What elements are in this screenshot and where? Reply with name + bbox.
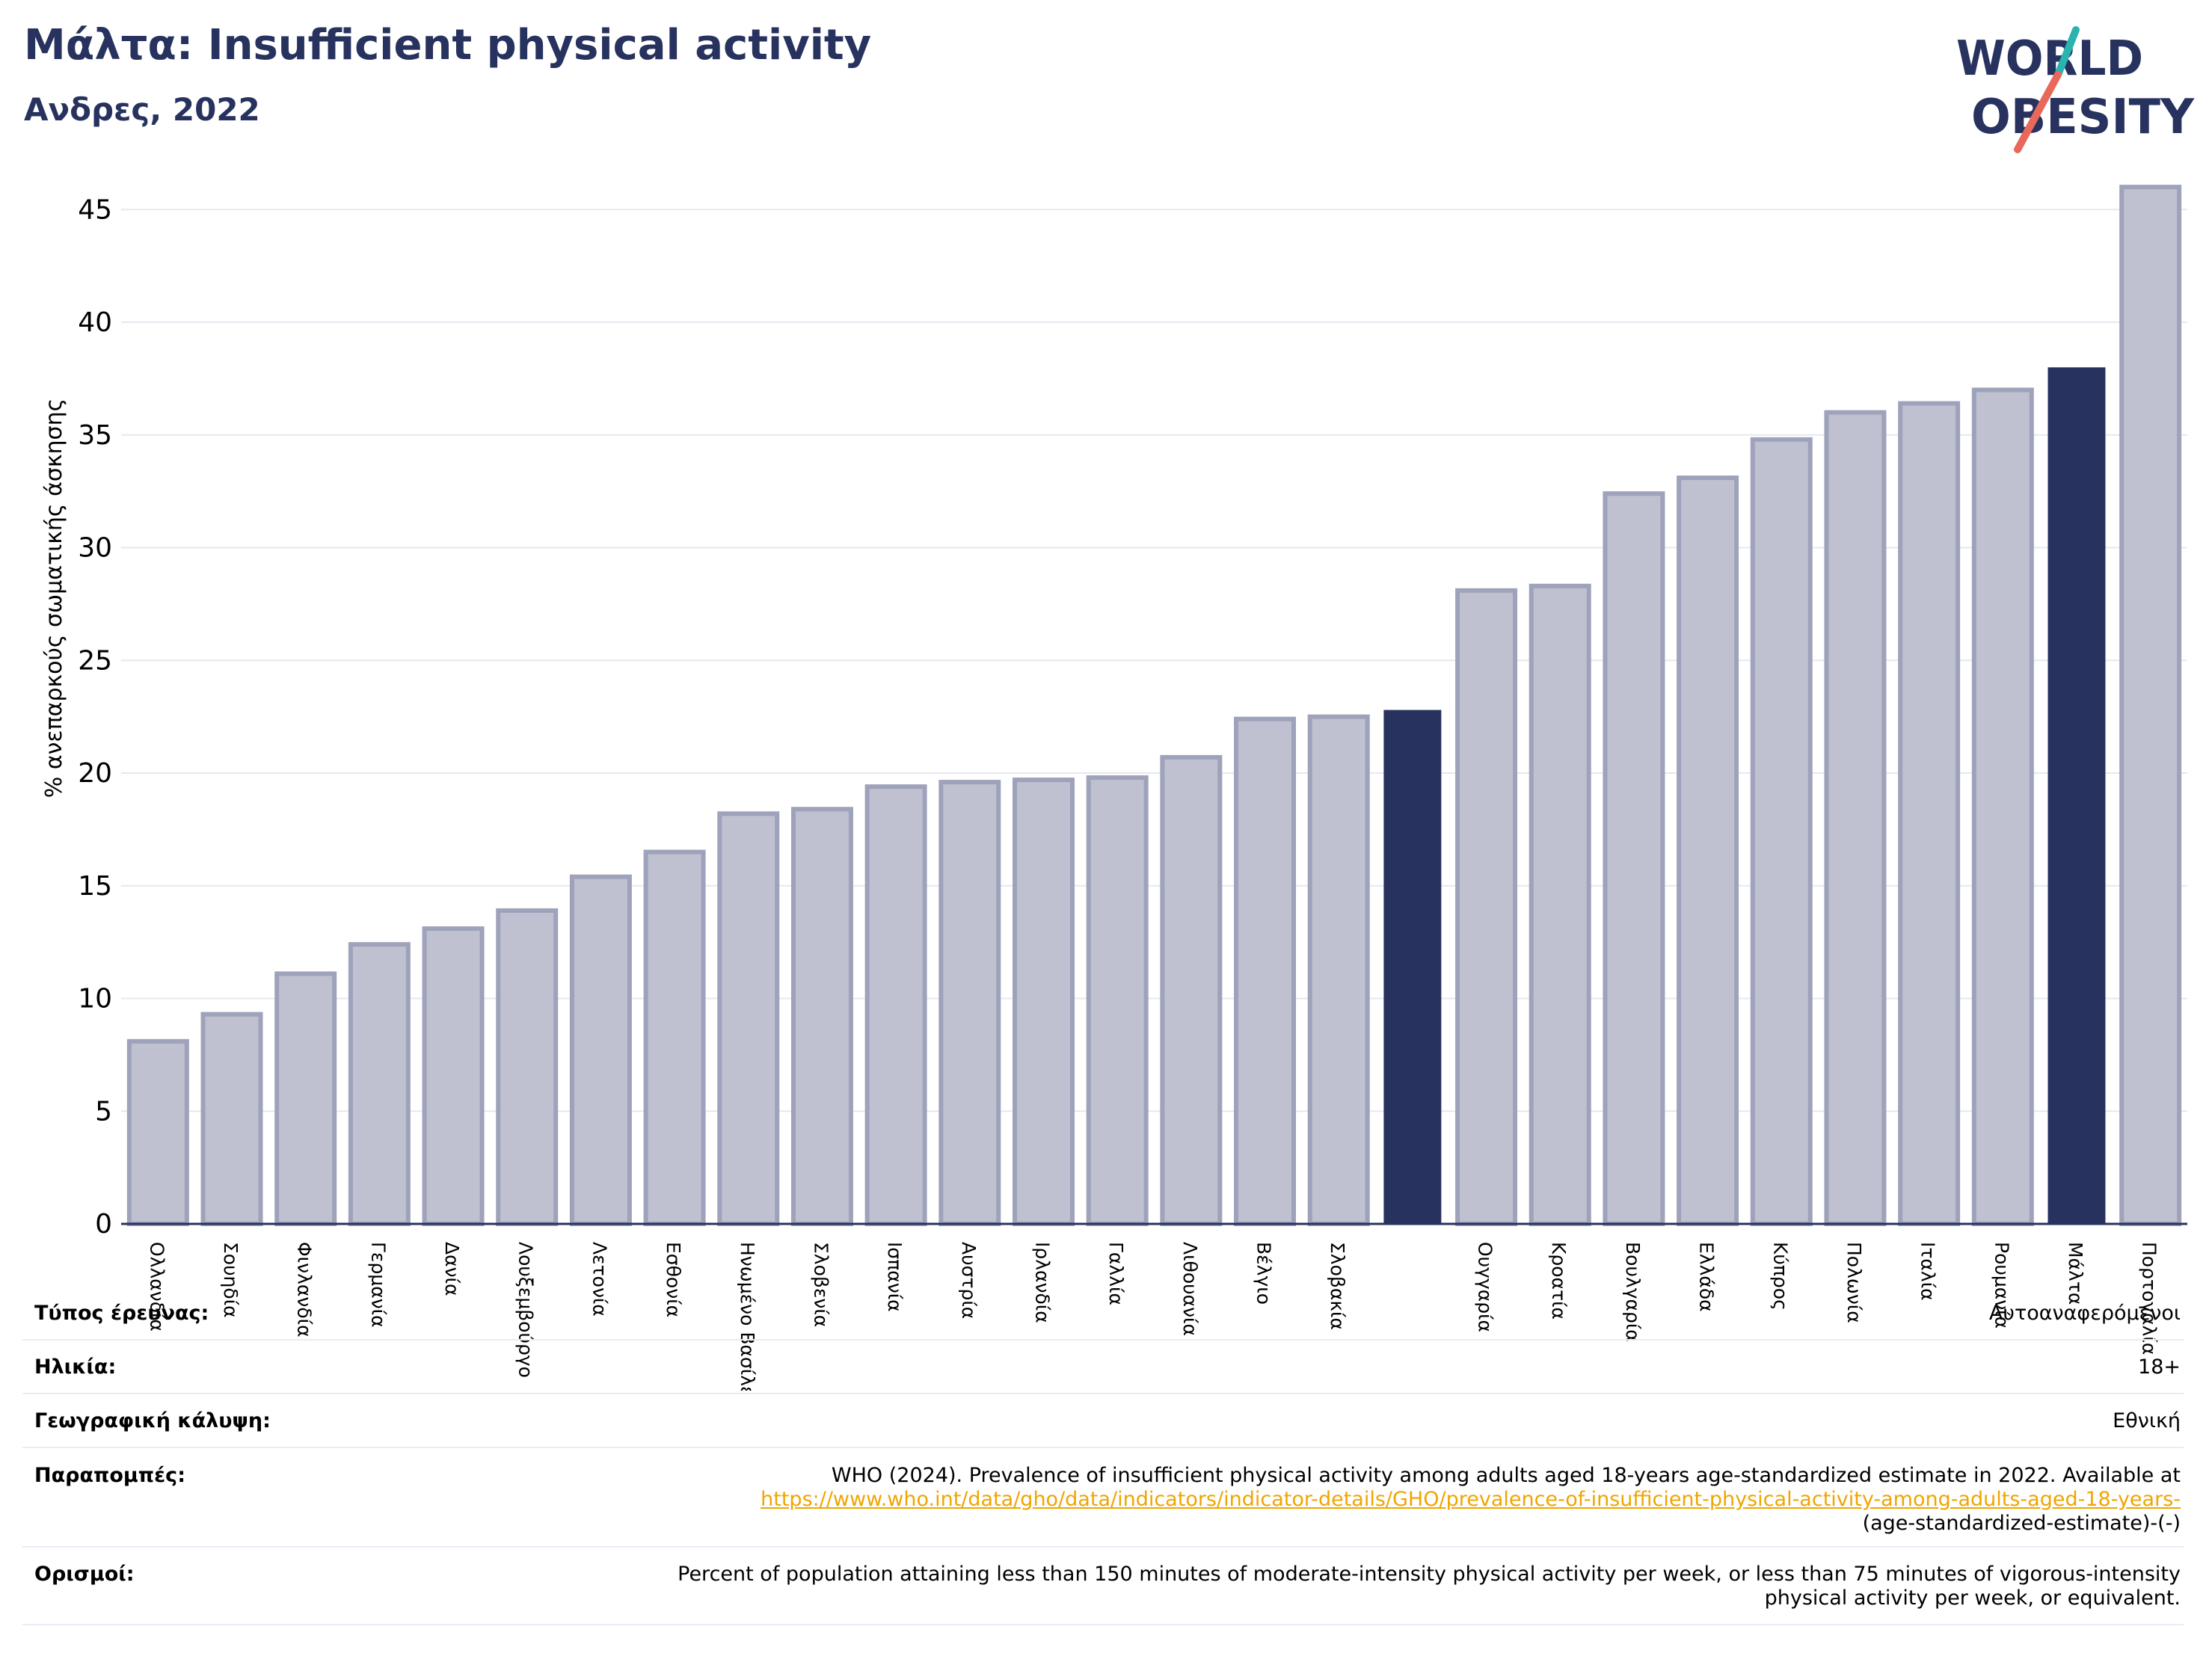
bar <box>1455 588 1518 1226</box>
y-axis-title: % ανεπαρκούς σωματικής άσκησης <box>41 398 67 798</box>
meta-row-references: Παραπομπές: WHO (2024). Prevalence of in… <box>22 1458 2184 1548</box>
meta-row-definitions: Ορισμοί: Percent of population attaining… <box>22 1555 2184 1625</box>
chart-subtitle: Ανδρες, 2022 <box>24 91 260 128</box>
logo-slash-teal <box>2054 26 2080 79</box>
y-tick-label: 15 <box>78 871 112 902</box>
y-axis-label: % ανεπαρκούς σωματικής άσκησης <box>41 398 67 798</box>
bar <box>1086 775 1149 1226</box>
x-tick-label: Σλοβενία <box>810 1242 832 1327</box>
bar <box>1677 475 1739 1226</box>
x-tick-label: Εσθονία <box>663 1242 684 1317</box>
bar <box>1750 437 1813 1226</box>
logo-word-world: WORLD <box>1956 31 2143 87</box>
y-tick-label: 40 <box>78 307 112 338</box>
x-tick-label: Φινλανδία <box>294 1242 316 1338</box>
x-tick-label: Γαλλία <box>1105 1242 1127 1305</box>
bar <box>1824 410 1887 1226</box>
meta-label-references: Παραπομπές: <box>34 1464 185 1487</box>
x-tick-label: Σουηδία <box>220 1242 242 1318</box>
x-tick-label: Ισπανία <box>884 1242 906 1312</box>
references-tail: (age-standardized-estimate)-(-) <box>1862 1512 2181 1535</box>
y-tick-label: 35 <box>78 420 112 451</box>
bar <box>274 971 337 1226</box>
bar <box>1529 583 1591 1226</box>
bar <box>496 908 559 1227</box>
x-tick-label: Λετονία <box>589 1242 610 1317</box>
x-tick-label: Ηνωμένο Βασίλειο <box>737 1242 758 1391</box>
bar <box>790 807 853 1226</box>
x-tick-labels: Ολλανδία Σουηδία Φινλανδία Γερμανία Δανία Λου… <box>146 1242 2160 1391</box>
x-tick-label: Ολλανδία <box>146 1242 168 1332</box>
x-tick-label: Βέλγιο <box>1253 1242 1275 1305</box>
y-tick-label: 0 <box>95 1209 112 1240</box>
x-tick-label: Πορτογαλία <box>2139 1242 2160 1355</box>
x-tick-label: Ουγγαρία <box>1475 1242 1496 1332</box>
meta-label-definitions: Ορισμοί: <box>34 1563 135 1586</box>
x-tick-label: Ρουμανία <box>1991 1242 2012 1329</box>
x-tick-label: Λιθουανία <box>1179 1242 1201 1336</box>
x-tick-label: Βουλγαρία <box>1622 1242 1644 1342</box>
bar <box>1234 716 1297 1226</box>
meta-value-references: WHO (2024). Prevalence of insufficient p… <box>610 1464 2181 1536</box>
meta-label-coverage: Γεωγραφική κάλυψη: <box>34 1409 271 1432</box>
x-tick-label: Ιταλία <box>1917 1242 1939 1301</box>
x-tick-label: Κροατία <box>1548 1242 1570 1320</box>
bar <box>2119 185 2182 1227</box>
references-link[interactable]: https://www.who.int/data/gho/data/indica… <box>761 1488 2181 1511</box>
world-obesity-logo: WORLD OBESITY <box>1956 26 2195 153</box>
y-tick-label: 45 <box>78 194 112 225</box>
meta-value-survey-type: Αυτοαναφερόμενοι <box>1988 1302 2181 1325</box>
x-tick-label: Κύπρος <box>1769 1242 1791 1311</box>
bar <box>643 849 706 1227</box>
x-tick-label: Γερμανία <box>367 1242 389 1328</box>
x-tick-label: Ελλάδα <box>1696 1242 1718 1312</box>
y-tick-label: 5 <box>95 1096 112 1127</box>
bar <box>348 942 411 1226</box>
bar <box>864 784 927 1226</box>
bar <box>2047 367 2106 1224</box>
x-tick-label: Ιρλανδία <box>1031 1242 1053 1323</box>
x-tick-label: Αυστρία <box>958 1242 980 1319</box>
meta-label-age: Ηλικία: <box>34 1355 117 1379</box>
references-text: WHO (2024). Prevalence of insufficient p… <box>831 1464 2181 1487</box>
meta-label-survey-type: Τύπος έρευνας: <box>34 1302 209 1325</box>
y-tick-label: 30 <box>78 533 112 564</box>
bar <box>126 1038 189 1226</box>
meta-row-age: Ηλικία: 18+ <box>22 1351 2184 1394</box>
y-tick-label: 25 <box>78 645 112 676</box>
x-tick-label: Μάλτα <box>2065 1242 2086 1305</box>
bar <box>938 780 1001 1226</box>
x-tick-label: Λουξεμβούργο <box>515 1242 537 1378</box>
meta-value-definitions: Percent of population attaining less tha… <box>678 1563 2181 1610</box>
y-tick-label: 20 <box>78 758 112 789</box>
meta-value-coverage: Εθνική <box>2113 1409 2181 1432</box>
x-tick-label: Πολωνία <box>1843 1242 1865 1323</box>
bar <box>1307 714 1370 1226</box>
logo-word-obesity: OBESITY <box>1971 90 2195 145</box>
bar <box>1603 491 1665 1226</box>
bar <box>1160 754 1223 1226</box>
meta-value-age: 18+ <box>2138 1355 2181 1379</box>
bars <box>126 185 2182 1227</box>
x-tick-label: Δανία <box>441 1242 463 1296</box>
bar <box>200 1012 263 1226</box>
bar <box>1012 778 1075 1226</box>
bar <box>717 811 780 1226</box>
x-tick-label: Σλοβακία <box>1327 1242 1348 1330</box>
chart-title: Μάλτα: Insufficient physical activity <box>24 21 872 70</box>
bar <box>1383 710 1442 1224</box>
y-tick-labels: 0 5 10 15 20 25 30 35 40 45 <box>78 194 112 1240</box>
bar-chart: 0 5 10 15 20 25 30 35 40 45 Ολλανδία Σουηδία Φινλαν… <box>78 185 2187 1391</box>
meta-row-survey-type: Τύπος έρευνας: Αυτοαναφερόμενοι <box>22 1297 2184 1341</box>
bar <box>1898 401 1961 1226</box>
bar <box>1971 387 2034 1226</box>
bar <box>569 874 632 1227</box>
meta-row-coverage: Γεωγραφική κάλυψη: Εθνική <box>22 1403 2184 1448</box>
y-tick-label: 10 <box>78 984 112 1015</box>
bar <box>422 926 485 1226</box>
logo-slash-red <box>2014 71 2062 153</box>
